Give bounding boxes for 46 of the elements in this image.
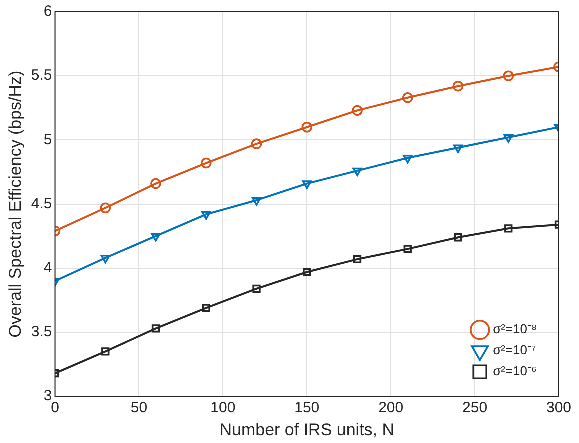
x-tick-label: 0: [51, 400, 60, 417]
point: [402, 92, 414, 104]
point: [353, 255, 362, 264]
y-tick-label: 5: [44, 131, 52, 148]
point: [151, 233, 161, 242]
x-tick-label: 50: [130, 400, 148, 417]
point: [100, 202, 112, 214]
point: [252, 197, 262, 206]
y-tick-label: 3.5: [31, 324, 52, 341]
point: [100, 254, 110, 264]
y-tick-label: 3: [44, 388, 52, 405]
x-tick-label: 250: [462, 400, 488, 417]
point: [503, 70, 514, 82]
x-axis-title: Number of IRS units, N: [220, 420, 395, 440]
x-tick-label: 100: [210, 400, 236, 417]
point: [302, 180, 312, 190]
legend-label: σ²=10⁻⁶: [493, 364, 537, 379]
x-tick-label: 150: [294, 400, 320, 417]
y-axis-title: Overall Spectral Efficiency (bps/Hz): [6, 70, 25, 338]
point: [102, 348, 110, 356]
y-tick-label: 4.5: [31, 195, 52, 212]
point: [454, 234, 462, 242]
y-tick-label: 4: [44, 260, 52, 277]
point: [404, 245, 412, 254]
legend-label: σ²=10⁻⁷: [493, 342, 537, 358]
point: [352, 105, 363, 116]
point: [504, 224, 513, 233]
point: [152, 324, 160, 333]
x-tick-label: 300: [546, 400, 572, 417]
point: [251, 138, 262, 150]
point: [403, 155, 413, 164]
point: [302, 122, 313, 133]
point: [452, 80, 464, 92]
point: [453, 144, 464, 154]
y-tick-label: 5.5: [31, 67, 52, 84]
point: [202, 211, 212, 220]
point: [150, 178, 162, 190]
legend-label: σ²=10⁻⁸: [493, 322, 537, 337]
point: [252, 284, 261, 293]
point: [504, 134, 514, 144]
x-tick-label: 200: [378, 400, 404, 417]
point: [303, 268, 312, 276]
point: [352, 168, 362, 176]
point: [202, 304, 210, 312]
y-tick-label: 6: [44, 3, 52, 20]
point: [200, 158, 212, 169]
